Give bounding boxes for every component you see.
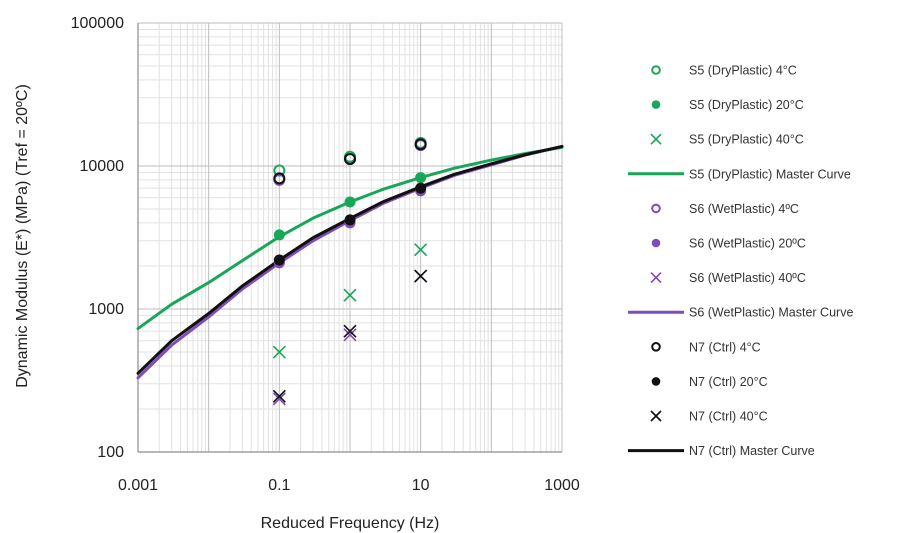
- legend-item: S6 (WetPlastic) Master Curve: [628, 306, 853, 320]
- legend-marker-swatch: [650, 133, 662, 145]
- legend: S5 (DryPlastic) 4°C S5 (DryPlastic) 20°C S…: [628, 64, 853, 458]
- y-tick-label: 1000: [88, 301, 124, 318]
- legend-marker-swatch: [650, 410, 662, 422]
- data-point: [272, 389, 286, 403]
- legend-marker-swatch: [651, 342, 661, 352]
- data-point: [415, 182, 427, 194]
- legend-marker-swatch: [651, 203, 661, 214]
- legend-marker-swatch: [651, 377, 661, 386]
- y-tick-label: 100000: [71, 15, 124, 32]
- data-point: [343, 324, 357, 338]
- legend-label: S5 (DryPlastic) Master Curve: [689, 167, 851, 181]
- legend-label: S6 (WetPlastic) Master Curve: [689, 306, 853, 320]
- data-point: [273, 172, 286, 185]
- series-9: [273, 182, 427, 266]
- data-point: [272, 392, 286, 406]
- x-tick-label: 10: [412, 477, 430, 494]
- series-8: [273, 138, 427, 185]
- legend-item: S6 (WetPlastic) 40ºC: [650, 271, 806, 285]
- data-point: [273, 229, 285, 241]
- series-1: [273, 172, 427, 241]
- plot-area: [136, 136, 564, 406]
- data-point: [272, 345, 286, 359]
- legend-item: S5 (DryPlastic) 20°C: [651, 98, 804, 112]
- legend-label: S5 (DryPlastic) 4°C: [689, 64, 797, 78]
- legend-marker-swatch: [651, 65, 661, 75]
- legend-label: S5 (DryPlastic) 40°C: [689, 133, 804, 147]
- data-point: [415, 172, 427, 184]
- y-tick-label: 100: [97, 444, 124, 461]
- legend-label: S5 (DryPlastic) 20°C: [689, 98, 804, 112]
- legend-label: S6 (WetPlastic) 4ºC: [689, 202, 799, 216]
- legend-marker-swatch: [651, 100, 661, 109]
- legend-item: S6 (WetPlastic) 4ºC: [651, 202, 799, 216]
- legend-item: N7 (Ctrl) Master Curve: [628, 444, 815, 458]
- data-point: [414, 138, 427, 151]
- data-point: [343, 328, 357, 342]
- x-tick-label: 0.001: [118, 477, 158, 494]
- legend-item: S5 (DryPlastic) Master Curve: [628, 167, 851, 181]
- data-point: [414, 269, 428, 283]
- legend-item: S5 (DryPlastic) 40°C: [650, 133, 804, 147]
- grid: [137, 22, 563, 453]
- legend-label: N7 (Ctrl) Master Curve: [689, 444, 815, 458]
- data-point: [343, 288, 357, 302]
- data-point: [344, 152, 356, 165]
- y-axis-title: Dynamic Modulus (E*) (MPa) (Tref = 20ºC): [14, 84, 31, 388]
- legend-label: N7 (Ctrl) 40°C: [689, 410, 768, 424]
- x-tick-label: 0.1: [268, 477, 290, 494]
- tick-labels: 0.001 0.1 10 1000 100 1000 10000 100000: [71, 15, 580, 494]
- legend-item: N7 (Ctrl) 4°C: [651, 340, 761, 354]
- legend-label: S6 (WetPlastic) 40ºC: [689, 271, 806, 285]
- legend-item: S5 (DryPlastic) 4°C: [651, 64, 797, 78]
- data-point: [344, 196, 356, 208]
- legend-item: N7 (Ctrl) 20°C: [651, 375, 768, 389]
- y-tick-label: 10000: [80, 158, 125, 175]
- data-point: [344, 214, 356, 226]
- data-point: [273, 254, 285, 266]
- legend-label: S6 (WetPlastic) 20ºC: [689, 237, 806, 251]
- series-2: [272, 243, 428, 359]
- legend-marker-swatch: [651, 238, 661, 248]
- x-axis-title: Reduced Frequency (Hz): [261, 515, 440, 532]
- legend-item: N7 (Ctrl) 40°C: [650, 410, 768, 424]
- legend-item: S6 (WetPlastic) 20ºC: [651, 237, 806, 251]
- legend-marker-swatch: [650, 272, 662, 284]
- series-10: [272, 269, 428, 403]
- x-tick-label: 1000: [544, 477, 580, 494]
- legend-label: N7 (Ctrl) 20°C: [689, 375, 768, 389]
- legend-label: N7 (Ctrl) 4°C: [689, 340, 761, 354]
- data-point: [414, 243, 428, 257]
